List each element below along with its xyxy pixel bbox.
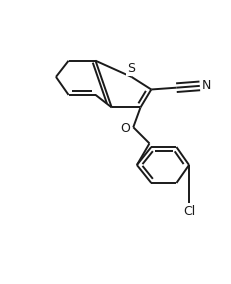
Text: N: N — [201, 80, 210, 92]
Text: Cl: Cl — [182, 205, 194, 218]
Text: S: S — [127, 62, 135, 75]
Text: O: O — [119, 122, 129, 135]
